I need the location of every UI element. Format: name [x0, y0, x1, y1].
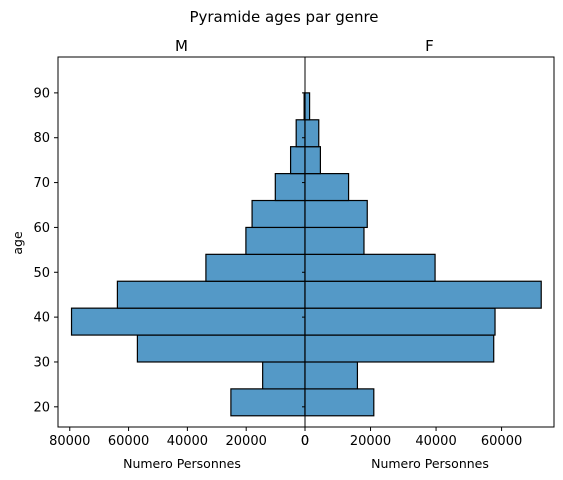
bar-left-24-30: [262, 361, 306, 390]
bar-right-60-66: [304, 199, 368, 229]
bar-left-72-78: [289, 146, 306, 175]
x-tick-label-right-60000: 60000: [481, 434, 522, 449]
bar-right-66-72: [304, 173, 350, 202]
bar-right-42-48: [304, 280, 542, 309]
y-tick-label-80: 80: [33, 131, 50, 146]
bar-right-84-90: [304, 92, 311, 121]
bar-right-30-36: [304, 334, 495, 363]
y-tick-label-30: 30: [33, 355, 50, 370]
bar-left-54-60: [245, 226, 306, 255]
x-tick-label-left-80000: 80000: [49, 434, 90, 449]
y-tick-label-50: 50: [33, 266, 50, 281]
x-tick-label-left-40000: 40000: [167, 434, 208, 449]
plot-frame-right: [304, 56, 555, 428]
y-tick-label-70: 70: [33, 176, 50, 191]
bar-right-18-24: [304, 388, 375, 417]
x-tick-label-right-0: 0: [301, 434, 309, 449]
bar-left-18-24: [230, 388, 306, 417]
y-tick-label-60: 60: [33, 221, 50, 236]
bar-left-36-42: [70, 307, 306, 336]
bar-right-24-30: [304, 361, 359, 390]
x-tick-label-left-20000: 20000: [226, 434, 267, 449]
bar-right-36-42: [304, 307, 496, 336]
panel-title-left: M: [175, 37, 188, 55]
y-tick-label-40: 40: [33, 311, 50, 326]
x-axis-label-left: Numero Personnes: [123, 456, 241, 471]
panel-title-right: F: [425, 37, 434, 55]
x-tick-label-left-0: 0: [301, 434, 309, 449]
x-tick-label-right-20000: 20000: [350, 434, 391, 449]
bar-left-48-54: [205, 253, 306, 282]
bar-left-78-84: [295, 119, 306, 148]
bar-right-48-54: [304, 253, 436, 282]
x-tick-label-left-60000: 60000: [108, 434, 149, 449]
bar-left-60-66: [251, 199, 306, 229]
y-tick-label-90: 90: [33, 86, 50, 101]
y-axis-label: age: [10, 231, 25, 255]
bar-right-54-60: [304, 226, 365, 255]
chart-title: Pyramide ages par genre: [189, 8, 378, 26]
y-tick-label-20: 20: [33, 400, 50, 415]
bar-right-72-78: [304, 146, 321, 175]
bar-left-30-36: [136, 334, 306, 363]
x-axis-label-right: Numero Personnes: [371, 456, 489, 471]
bar-left-42-48: [116, 280, 306, 309]
bar-left-66-72: [274, 173, 306, 202]
bar-right-78-84: [304, 119, 320, 148]
x-tick-label-right-40000: 40000: [415, 434, 456, 449]
